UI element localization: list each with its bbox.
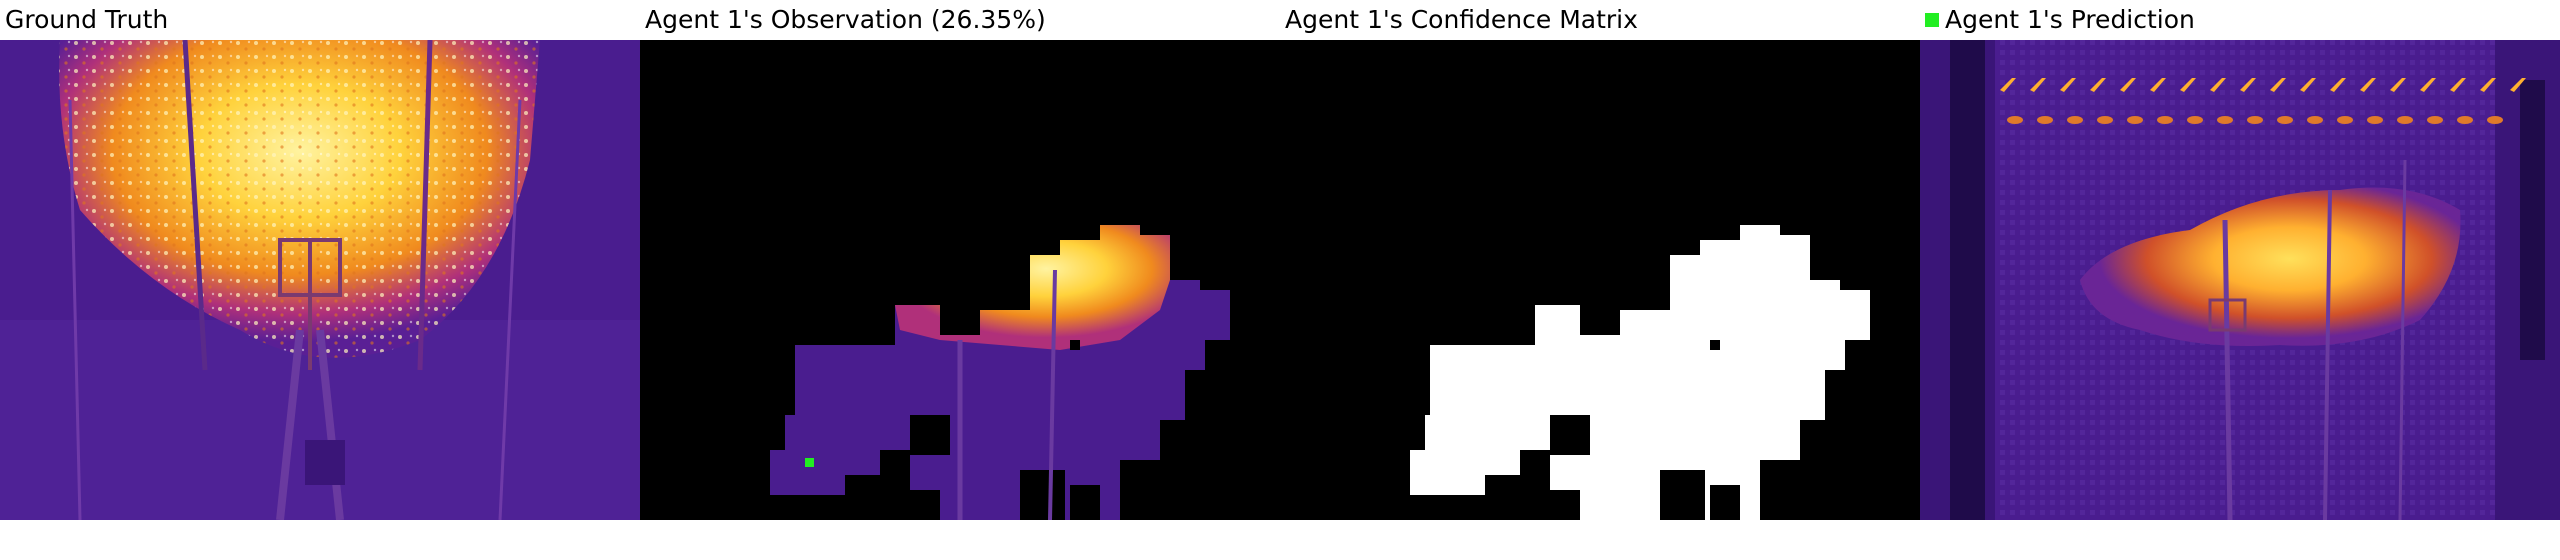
- observation-title-text: Agent 1's Observation (26.35%): [645, 5, 1046, 34]
- confidence-title-text: Agent 1's Confidence Matrix: [1285, 5, 1638, 34]
- observation-image: [640, 40, 1280, 520]
- confidence-title: Agent 1's Confidence Matrix: [1285, 0, 1638, 40]
- prediction-legend-swatch: [1925, 13, 1939, 27]
- ground-truth-title-text: Ground Truth: [5, 5, 169, 34]
- observation-title: Agent 1's Observation (26.35%): [645, 0, 1046, 40]
- confidence-matrix-image: [1280, 40, 1920, 520]
- agent-position-marker: [805, 458, 814, 467]
- prediction-image: [1920, 40, 2560, 520]
- ground-truth-title: Ground Truth: [5, 0, 168, 40]
- prediction-title: Agent 1's Prediction: [1925, 0, 2195, 40]
- prediction-title-text: Agent 1's Prediction: [1945, 5, 2195, 34]
- ground-truth-image: [0, 40, 640, 520]
